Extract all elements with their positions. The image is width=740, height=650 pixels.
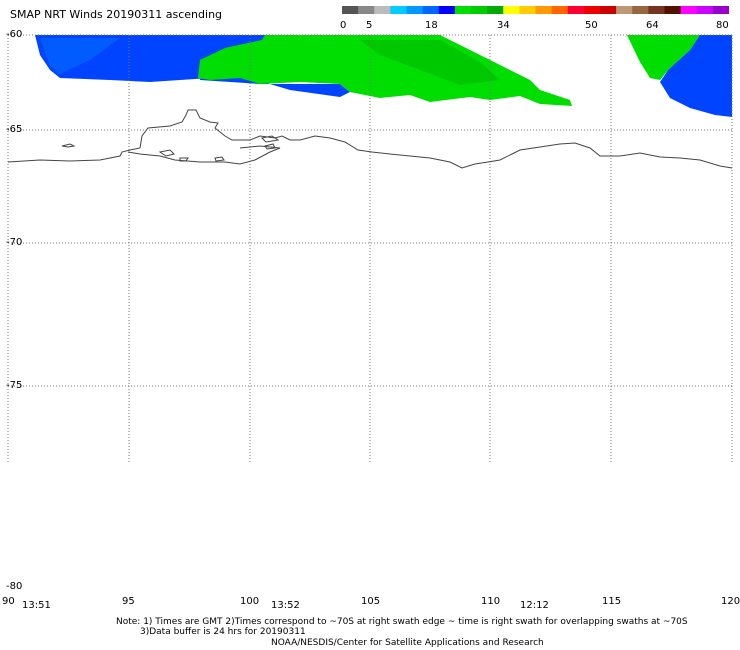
wind-speed-legend — [342, 6, 729, 14]
lon-label-100: 100 — [240, 596, 260, 607]
swath-blue-left-shade — [40, 38, 120, 74]
wind-swaths — [35, 35, 732, 117]
legend-tick-50: 50 — [585, 20, 598, 31]
lon-label-110: 110 — [481, 596, 501, 607]
legend-swatch — [648, 6, 666, 14]
lat-label-80: -80 — [6, 581, 23, 592]
legend-swatch — [616, 6, 633, 14]
map-title: SMAP NRT Winds 20190311 ascending — [10, 8, 223, 21]
swath-time-2: 13:52 — [271, 600, 300, 611]
legend-swatch — [438, 6, 456, 14]
legend-swatch — [503, 6, 520, 14]
legend-swatch — [567, 6, 585, 14]
antarctic-coastline — [7, 109, 733, 169]
legend-swatch — [696, 6, 714, 14]
legend-swatch — [454, 6, 472, 14]
legend-swatch — [712, 6, 729, 14]
lat-lon-grid — [7, 34, 733, 463]
legend-swatch — [664, 6, 682, 14]
legend-swatch — [519, 6, 537, 14]
lat-label-75: -75 — [6, 380, 23, 391]
legend-swatch — [535, 6, 553, 14]
note-line-1: Note: 1) Times are GMT 2)Times correspon… — [116, 617, 688, 627]
lat-label-60: -60 — [6, 29, 23, 40]
swath-green-right — [627, 35, 700, 80]
note-line-3: NOAA/NESDIS/Center for Satellite Applica… — [271, 638, 544, 648]
legend-swatch — [422, 6, 440, 14]
swath-green-center-shade — [360, 40, 500, 85]
legend-swatch — [471, 6, 488, 14]
swath-green-center — [198, 35, 572, 106]
lon-label-95: 95 — [122, 596, 135, 607]
lat-label-65: -65 — [6, 124, 23, 135]
legend-swatch — [632, 6, 649, 14]
lon-label-120: 120 — [721, 596, 740, 607]
legend-tick-64: 64 — [646, 20, 659, 31]
note-line-2: 3)Data buffer is 24 hrs for 20190311 — [140, 627, 306, 637]
legend-swatch — [358, 6, 375, 14]
legend-swatch — [390, 6, 408, 14]
legend-swatch — [406, 6, 424, 14]
legend-swatch — [551, 6, 569, 14]
legend-tick-18: 18 — [425, 20, 438, 31]
legend-swatch — [600, 6, 617, 14]
swath-time-3: 12:12 — [520, 600, 549, 611]
swath-blue-right — [660, 35, 732, 117]
legend-swatch — [583, 6, 601, 14]
lon-label-90: 90 — [2, 596, 15, 607]
legend-tick-34: 34 — [497, 20, 510, 31]
legend-swatch — [374, 6, 391, 14]
legend-tick-80: 80 — [716, 20, 729, 31]
legend-swatch — [342, 6, 359, 14]
legend-tick-0: 0 — [340, 20, 347, 31]
lon-label-115: 115 — [602, 596, 622, 607]
lon-label-105: 105 — [361, 596, 381, 607]
swath-blue-left — [35, 35, 350, 97]
swath-time-1: 13:51 — [22, 600, 51, 611]
legend-tick-5: 5 — [366, 20, 373, 31]
lat-label-70: -70 — [6, 237, 23, 248]
legend-swatch — [487, 6, 504, 14]
legend-swatch — [680, 6, 698, 14]
